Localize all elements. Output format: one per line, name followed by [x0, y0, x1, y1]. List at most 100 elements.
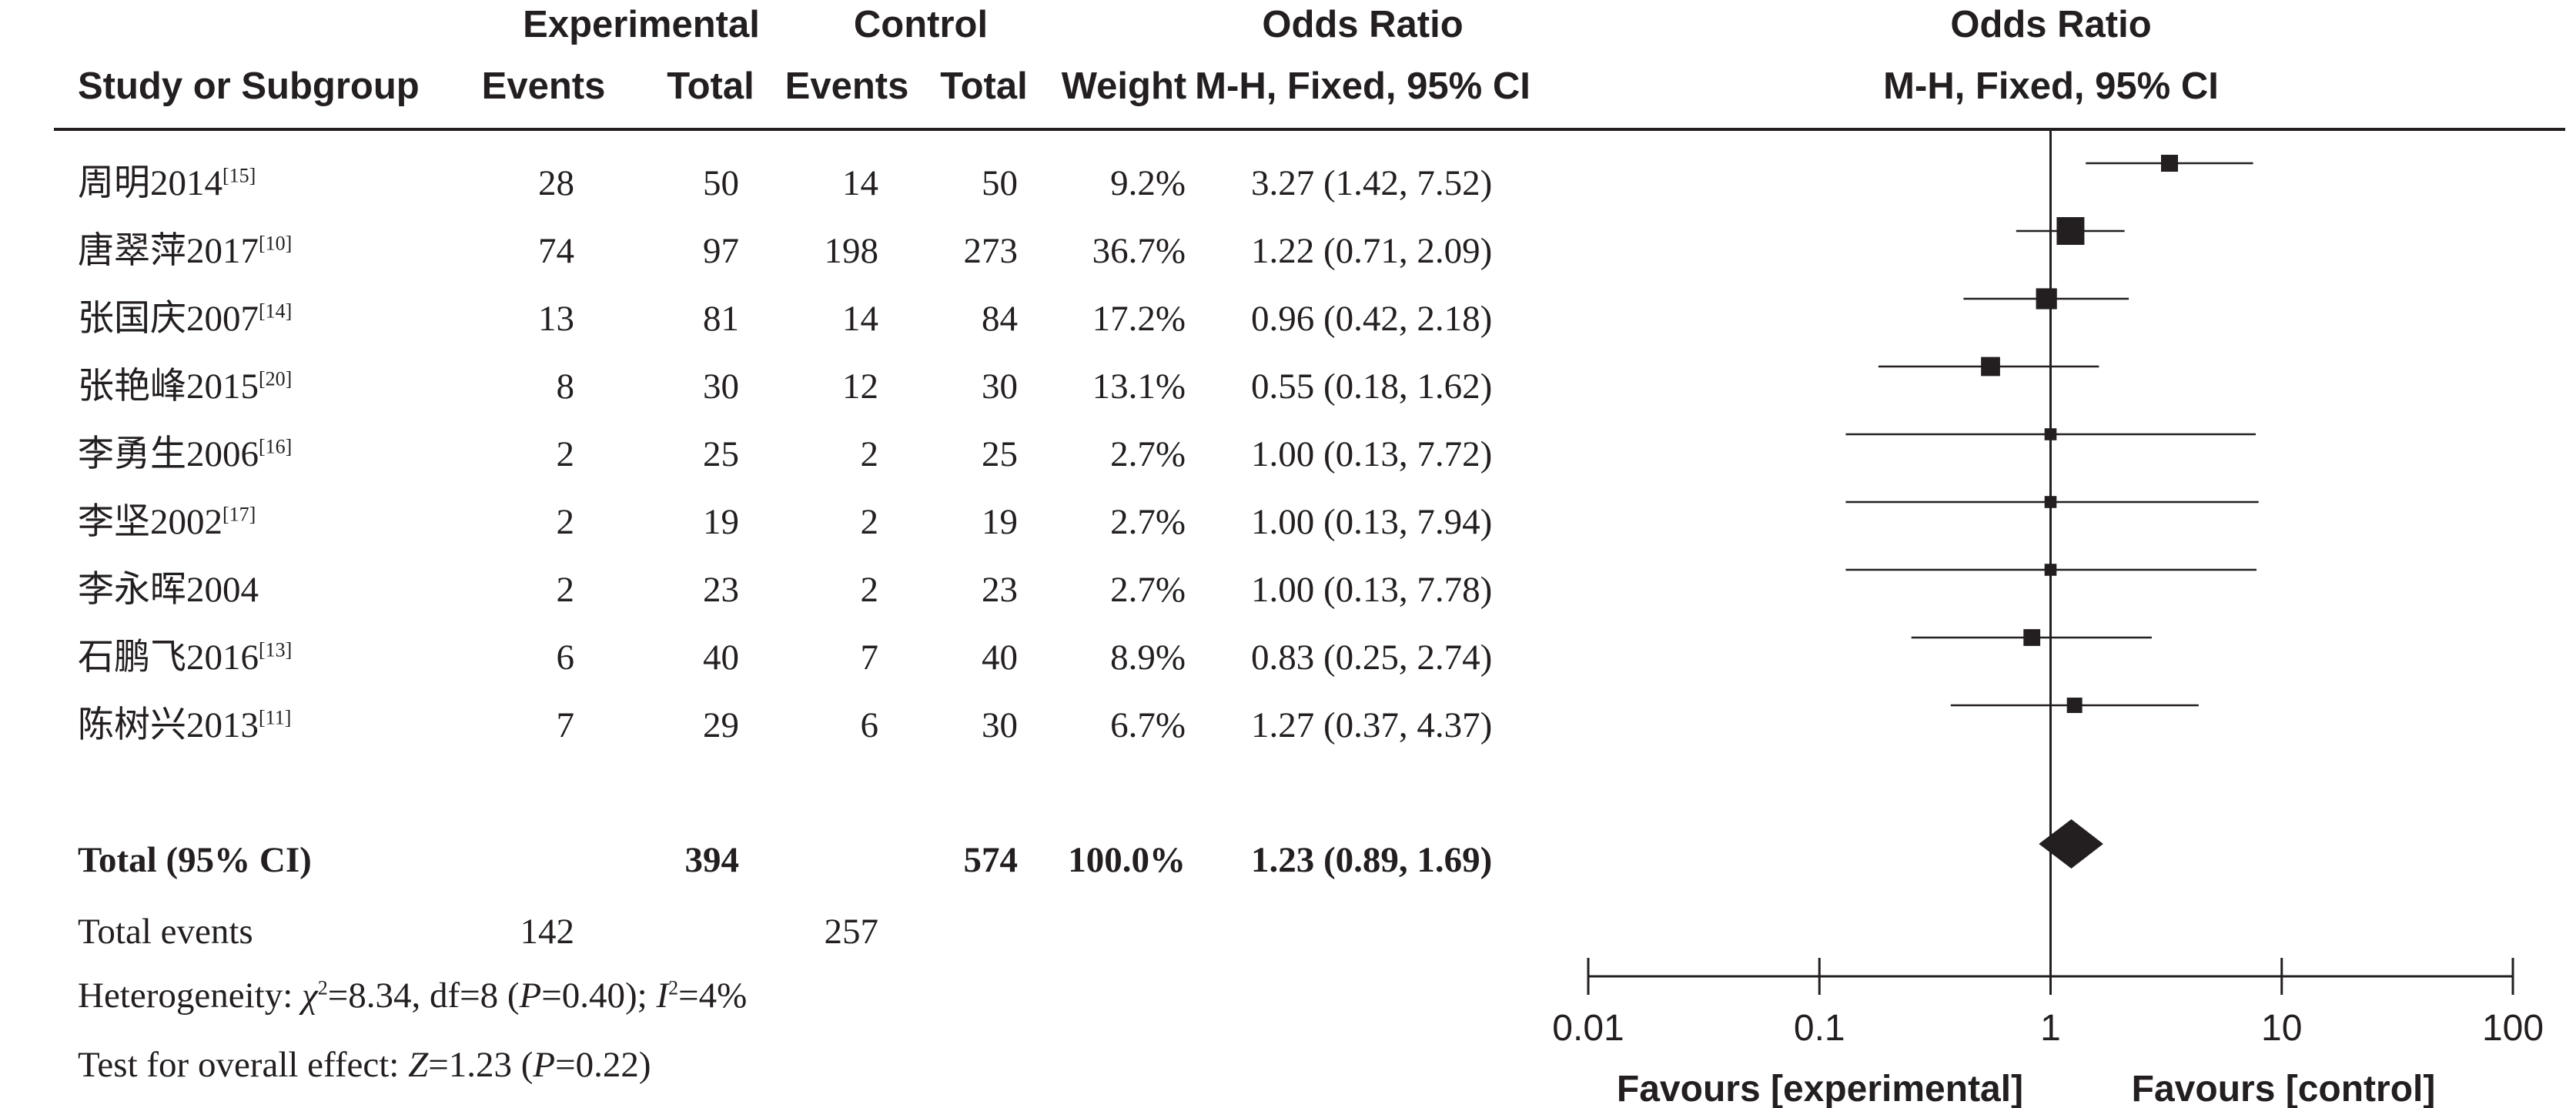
- weight: 2.7%: [1110, 434, 1186, 474]
- or-method-header-table: M-H, Fixed, 95% CI: [1195, 65, 1531, 107]
- ctl-events: 2: [860, 570, 879, 610]
- or-ci: 3.27 (1.42, 7.52): [1251, 163, 1493, 203]
- total-row-label: Total (95% CI): [78, 840, 312, 880]
- or-ci: 0.55 (0.18, 1.62): [1251, 367, 1493, 407]
- heterogeneity-text: Heterogeneity: χ2=8.34, df=8 (P=0.40); I…: [78, 978, 747, 1014]
- study-point-square: [2044, 428, 2057, 440]
- overall-p-value: =0.22): [555, 1045, 651, 1085]
- odds-ratio-title-table: Odds Ratio: [1262, 4, 1464, 45]
- x-tick-label: 0.1: [1794, 1008, 1845, 1049]
- chi-superscript: 2: [317, 976, 328, 999]
- study-reference: [20]: [259, 367, 293, 390]
- study-label: 陈树兴2013: [78, 705, 259, 745]
- chi-symbol: χ: [302, 976, 318, 1016]
- z-symbol: Z: [408, 1045, 429, 1085]
- i-squared-value: =4%: [678, 976, 748, 1016]
- exp-events: 74: [538, 231, 574, 271]
- i-symbol: I: [656, 976, 669, 1016]
- overall-prefix: Test for overall effect:: [78, 1045, 409, 1085]
- study-label: 唐翠萍2017: [78, 231, 259, 271]
- exp-total: 23: [703, 570, 739, 610]
- exp-total-header: Total: [667, 65, 754, 107]
- exp-total: 40: [703, 638, 739, 678]
- control-group-header: Control: [853, 4, 989, 45]
- ctl-events: 7: [860, 638, 879, 678]
- ctl-events: 14: [842, 163, 878, 203]
- weight-header: Weight: [1061, 65, 1187, 107]
- total-row-exp-total: 394: [684, 840, 740, 880]
- study-reference: [13]: [259, 638, 293, 661]
- weight: 9.2%: [1110, 163, 1186, 203]
- exp-events-header: Events: [481, 65, 606, 107]
- study-name: 陈树兴2013[11]: [78, 708, 291, 744]
- total-events-ctl: 257: [824, 912, 879, 952]
- exp-events: 2: [556, 434, 575, 474]
- ctl-total: 30: [982, 705, 1018, 745]
- weight: 6.7%: [1110, 705, 1186, 745]
- i-superscript: 2: [668, 976, 679, 999]
- total-events-label: Total events: [78, 912, 253, 952]
- study-label: 李永晖2004: [78, 570, 259, 610]
- study-point-square: [2023, 629, 2041, 646]
- study-name: 李勇生2006[16]: [78, 437, 292, 473]
- heterogeneity-prefix: Heterogeneity:: [78, 976, 303, 1016]
- weight: 8.9%: [1110, 638, 1186, 678]
- heterogeneity-p-symbol: P: [519, 976, 542, 1016]
- pooled-diamond: [2039, 819, 2103, 869]
- ctl-events: 14: [842, 299, 878, 339]
- exp-events: 2: [556, 570, 575, 610]
- exp-events: 2: [556, 502, 575, 542]
- or-ci: 1.00 (0.13, 7.78): [1251, 570, 1493, 610]
- study-name: 张国庆2007[14]: [78, 301, 292, 337]
- or-ci: 1.27 (0.37, 4.37): [1251, 705, 1493, 745]
- study-label: 张艳峰2015: [78, 367, 259, 407]
- study-label: 石鹏飞2016: [78, 638, 259, 678]
- exp-total: 19: [703, 502, 739, 542]
- ctl-total: 273: [963, 231, 1019, 271]
- heterogeneity-p-value: =0.40);: [541, 976, 657, 1016]
- study-reference: [16]: [259, 435, 293, 458]
- x-tick-label: 10: [2261, 1008, 2302, 1049]
- weight: 2.7%: [1110, 502, 1186, 542]
- ctl-total: 40: [982, 638, 1018, 678]
- exp-total: 97: [703, 231, 739, 271]
- study-point-square: [2160, 154, 2179, 172]
- total-row-ctl-total: 574: [963, 840, 1019, 880]
- study-name: 李坚2002[17]: [78, 504, 256, 541]
- favours-experimental-label: Favours [experimental]: [1617, 1069, 2023, 1108]
- ctl-events: 198: [824, 231, 879, 271]
- or-ci: 1.00 (0.13, 7.94): [1251, 502, 1493, 542]
- total-row-weight: 100.0%: [1068, 840, 1186, 880]
- x-tick-label: 100: [2482, 1008, 2544, 1049]
- z-value: =1.23 (: [428, 1045, 534, 1085]
- exp-total: 81: [703, 299, 739, 339]
- header-rule: [54, 128, 2565, 131]
- study-name: 张艳峰2015[20]: [78, 369, 292, 405]
- ctl-total: 23: [982, 570, 1018, 610]
- study-point-square: [2066, 698, 2083, 713]
- ctl-total: 84: [982, 299, 1018, 339]
- total-row-ci: 1.23 (0.89, 1.69): [1251, 840, 1493, 880]
- or-ci: 0.83 (0.25, 2.74): [1251, 638, 1493, 678]
- ctl-events: 2: [860, 502, 879, 542]
- study-name: 唐翠萍2017[10]: [78, 233, 292, 269]
- ctl-total: 25: [982, 434, 1018, 474]
- study-reference: [15]: [222, 164, 256, 187]
- total-events-exp: 142: [520, 912, 575, 952]
- study-label: 李坚2002: [78, 502, 222, 542]
- study-point-square: [2036, 288, 2057, 310]
- exp-events: 7: [556, 705, 575, 745]
- exp-total: 30: [703, 367, 739, 407]
- study-point-square: [2044, 564, 2057, 576]
- study-reference: [11]: [259, 706, 292, 729]
- ctl-events: 6: [860, 705, 879, 745]
- study-reference: [17]: [222, 503, 256, 526]
- study-name: 周明2014[15]: [78, 166, 256, 202]
- exp-events: 13: [538, 299, 574, 339]
- or-ci: 1.00 (0.13, 7.72): [1251, 434, 1493, 474]
- exp-events: 6: [556, 638, 575, 678]
- x-tick-label: 1: [2040, 1008, 2061, 1049]
- exp-events: 8: [556, 367, 575, 407]
- chi-value: =8.34, df=8 (: [327, 976, 520, 1016]
- ctl-total: 30: [982, 367, 1018, 407]
